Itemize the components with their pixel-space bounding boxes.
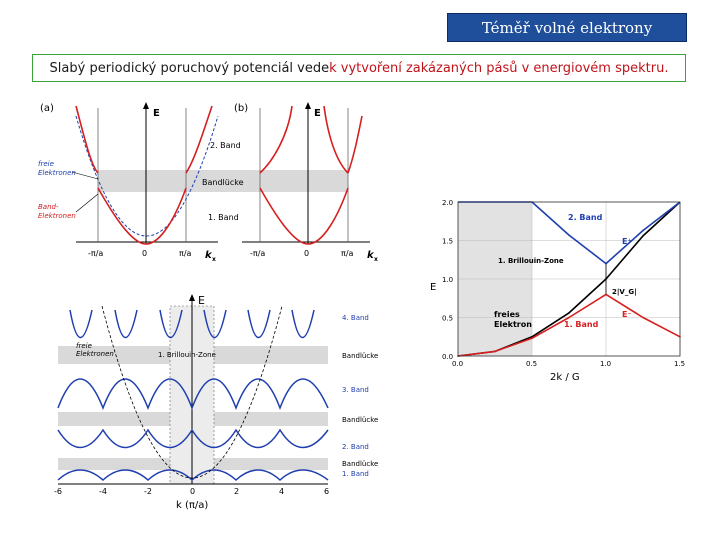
- band2-curve-b-right: [323, 105, 349, 174]
- axis-e-a-label: E: [153, 108, 160, 119]
- axis-k-b-sub: x: [374, 256, 378, 263]
- right-label-2: Bandlücke: [342, 352, 378, 360]
- label-b: (b): [234, 103, 248, 114]
- annotation-e-plus: E⁺: [622, 237, 632, 246]
- right-label-4: Bandlücke: [342, 416, 378, 424]
- x-axis-label: 2k / G: [550, 372, 580, 383]
- tick-b-2: 0: [304, 249, 309, 258]
- band-electrons-label-1: Band-: [38, 203, 59, 211]
- band-gap-region: [98, 170, 348, 192]
- right-label-7: 1. Band: [342, 470, 369, 478]
- tick-a-3: π/a: [179, 249, 192, 258]
- series-point: [568, 234, 570, 236]
- label-a: (a): [40, 103, 54, 114]
- band2-curve-b-left: [259, 105, 293, 174]
- tick-b-1: -π/a: [250, 249, 265, 258]
- x-tick-label: 0.0: [452, 360, 463, 368]
- free-electron-parabola-c: [101, 305, 283, 479]
- free-electrons-label-2: Elektronen: [38, 169, 76, 177]
- tick-labels: 0.0 0.5 1.0 1.5 0.0 0.5 1.0 1.5 2.0: [442, 199, 685, 368]
- series-point: [605, 293, 607, 296]
- series-point: [568, 316, 570, 319]
- axis-e-b-label: E: [314, 108, 321, 119]
- x-tick-label: 0.5: [526, 360, 537, 368]
- series-point: [642, 235, 644, 237]
- x-tick-1: -6: [54, 487, 62, 496]
- free-electrons-label-1: freie: [38, 160, 54, 168]
- series-point: [642, 229, 644, 232]
- brillouin-label-c: 1. Brillouin-Zone: [158, 351, 216, 359]
- x-tick-3: -2: [144, 487, 152, 496]
- band-electrons-label-2: Elektronen: [38, 212, 76, 220]
- band2-right-curve-a: [185, 105, 213, 174]
- x-tick-5: 2: [234, 487, 239, 496]
- band1-label: 1. Band: [208, 213, 239, 222]
- band3-curve-c: [57, 378, 329, 411]
- right-label-6: Bandlücke: [342, 460, 378, 468]
- axis-k-c-label: k (π/a): [176, 500, 208, 511]
- axis-k-a-label: k: [205, 250, 213, 261]
- x-tick-4: 0: [190, 487, 195, 496]
- x-tick-6: 4: [279, 487, 284, 496]
- arrow-e-b-icon: [305, 102, 311, 109]
- series-point: [494, 350, 496, 353]
- annotation-free-2: Elektron: [494, 320, 532, 329]
- y-axis-label: E: [430, 282, 436, 293]
- free-electron-curve-a: [75, 115, 219, 237]
- x-tick-2: -4: [99, 487, 107, 496]
- band1-curve-a: [97, 187, 187, 245]
- figure-ab: (a) (b) E freie Elektronen Band- Elektro…: [38, 102, 378, 263]
- band1-curve-b: [259, 187, 349, 245]
- annotation-brillouin: 1. Brillouin-Zone: [498, 257, 564, 265]
- pointer-band: [75, 193, 99, 213]
- tick-a-1: -π/a: [88, 249, 103, 258]
- annotation-free-1: freies: [494, 310, 520, 319]
- slide-title: Téměř volné elektrony: [447, 13, 687, 42]
- free-electrons-c-2: Elektronen: [76, 350, 114, 358]
- figure-d-chart: 0.0 0.5 1.0 1.5 0.0 0.5 1.0 1.5 2.0 E 2k / G 2. …: [430, 199, 685, 383]
- series-point: [568, 312, 570, 314]
- axis-k-a-sub: x: [212, 256, 216, 263]
- right-label-3: 3. Band: [342, 386, 369, 394]
- free-electrons-c-1: freie: [76, 342, 92, 350]
- gap-label: Bandlücke: [202, 178, 244, 187]
- annotation-gap: 2|V_G|: [612, 288, 637, 297]
- right-label-5: 2. Band: [342, 443, 369, 451]
- tick-a-2: 0: [142, 249, 147, 258]
- figure-c: E -6 -4 -2 0 2 4 6 k (π/a) freie Elektro…: [54, 294, 378, 511]
- annotation-band2: 2. Band: [568, 213, 603, 222]
- band2-curve-b-far: [347, 115, 363, 174]
- y-tick-label: 0.0: [442, 353, 453, 361]
- x-tick-label: 1.0: [600, 360, 611, 368]
- band2-curve-c: [57, 428, 329, 449]
- band2-left-curve-a: [75, 105, 99, 174]
- band4-curve-c: [69, 309, 315, 339]
- pointer-free: [71, 171, 99, 180]
- axis-e-c-label: E: [198, 294, 205, 307]
- series-point: [605, 262, 607, 265]
- slide-title-text: Téměř volné elektrony: [481, 18, 653, 37]
- arrow-e-a-icon: [143, 102, 149, 109]
- slide-subtitle: Slabý periodický poruchový potenciál ved…: [32, 54, 686, 82]
- axis-k-b-label: k: [367, 250, 375, 261]
- series-point: [531, 337, 533, 340]
- plot-frame: [457, 201, 681, 357]
- x-tick-7: 6: [324, 487, 329, 496]
- arrow-e-c-icon: [189, 294, 195, 301]
- band1-curve-c: [57, 469, 329, 482]
- tick-b-3: π/a: [341, 249, 354, 258]
- y-tick-label: 1.0: [442, 276, 453, 284]
- y-tick-label: 1.5: [442, 238, 453, 246]
- series-point: [642, 316, 644, 319]
- y-tick-label: 0.5: [442, 315, 453, 323]
- annotation-band1: 1. Band: [564, 320, 599, 329]
- x-tick-label: 1.5: [674, 360, 685, 368]
- band2-label: 2. Band: [210, 141, 241, 150]
- right-label-1: 4. Band: [342, 314, 369, 322]
- annotation-e-minus: E⁻: [622, 310, 632, 319]
- y-tick-label: 2.0: [442, 199, 453, 207]
- subtitle-text-plain: Slabý periodický poruchový potenciál ved…: [49, 60, 330, 76]
- series-point: [531, 335, 533, 338]
- subtitle-text-highlight: k vytvoření zakázaných pásů v energiovém…: [329, 60, 669, 76]
